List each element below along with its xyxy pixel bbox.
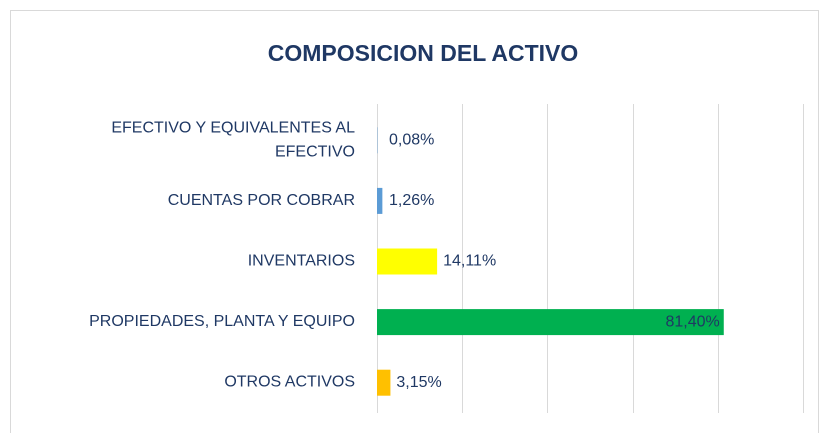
y-tick-label: INVENTARIOS bbox=[248, 253, 355, 270]
bar bbox=[377, 187, 383, 214]
y-tick-label: CUENTAS POR COBRAR bbox=[168, 192, 355, 209]
data-label: 3,15% bbox=[396, 374, 441, 391]
chart-title: COMPOSICION DEL ACTIVO bbox=[268, 40, 579, 66]
y-tick-label: OTROS ACTIVOS bbox=[224, 374, 355, 391]
data-label: 14,11% bbox=[443, 253, 496, 270]
y-tick-label: PROPIEDADES, PLANTA Y EQUIPO bbox=[89, 313, 355, 330]
bar bbox=[377, 369, 391, 396]
data-label: 81,40% bbox=[665, 313, 719, 330]
data-label: 0,08% bbox=[389, 132, 434, 149]
y-tick-label: EFECTIVO Y EQUIVALENTES AL EFECTIVO bbox=[111, 120, 355, 161]
data-label: 1,26% bbox=[389, 192, 434, 209]
bar bbox=[377, 248, 438, 275]
chart-frame bbox=[10, 10, 819, 433]
bar bbox=[377, 309, 724, 336]
